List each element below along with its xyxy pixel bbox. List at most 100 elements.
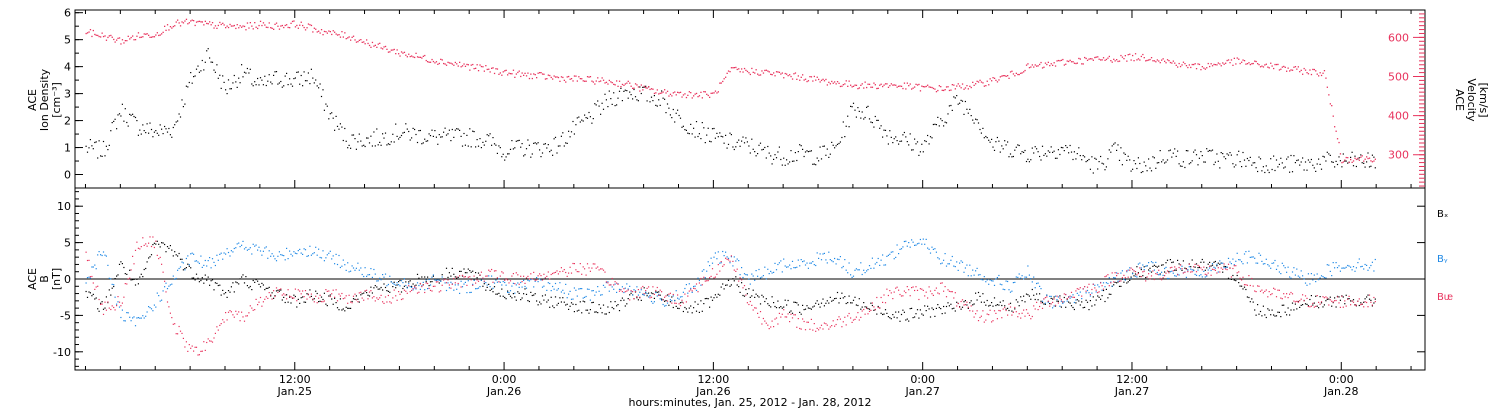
bz-series-point [307, 293, 309, 295]
ion-density-series-point [1011, 156, 1013, 158]
bx-series-point [126, 273, 128, 275]
bz-series-point [239, 320, 241, 322]
ion-density-series-point [254, 81, 256, 83]
velocity-series-point [598, 80, 600, 83]
ion-density-series-point [972, 119, 974, 121]
bz-series-point [774, 318, 776, 320]
bz-series-point [111, 305, 113, 307]
bx-series-point [204, 274, 206, 276]
by-series-point [601, 294, 603, 296]
velocity-series-point [975, 83, 977, 85]
bz-series-point [855, 316, 857, 318]
ion-density-series-point [1001, 145, 1003, 147]
by-series-point [213, 261, 215, 263]
velocity-series-point [502, 71, 504, 73]
ion-density-series-point [89, 139, 91, 141]
bx-series-point [540, 303, 542, 305]
bz-series-point [1072, 296, 1074, 298]
velocity-series-point [386, 48, 388, 50]
by-series-point [931, 246, 933, 248]
bx-series-point [498, 292, 500, 294]
velocity-series-point [1156, 59, 1158, 61]
velocity-series-point [251, 25, 253, 27]
by-series-point [1161, 271, 1163, 273]
bz-series-point [1159, 277, 1161, 279]
by-series-point [584, 296, 586, 298]
by-series-point [703, 269, 705, 271]
velocity-series-point [464, 65, 467, 67]
bx-series-point [706, 297, 708, 300]
bz-series-point [1268, 291, 1270, 293]
by-series-point [634, 290, 637, 292]
velocity-series-point [1338, 141, 1340, 144]
bx-series-point [242, 274, 244, 276]
bz-series-point [514, 283, 516, 285]
velocity-series-point [624, 83, 626, 85]
ion-density-series-point [546, 147, 548, 149]
by-series-point [85, 282, 87, 284]
by-series-point [953, 265, 955, 267]
bx-series-point [906, 318, 908, 320]
bz-series-point [1348, 295, 1350, 297]
ion-density-series-point [1347, 162, 1349, 164]
ion-density-series-point [957, 103, 959, 105]
bx-series-point [704, 298, 706, 300]
bz-series-point [650, 296, 653, 298]
by-series-point [467, 280, 469, 282]
velocity-series-point [307, 23, 310, 25]
bz-series-point [898, 289, 900, 291]
velocity-series-point [207, 23, 209, 25]
bx-series-point [1172, 261, 1174, 263]
velocity-series-point [1041, 67, 1044, 69]
ion-density-series-point [473, 131, 475, 133]
by-series-point [757, 275, 759, 277]
bx-series-point [902, 309, 904, 311]
velocity-series-point [752, 71, 754, 73]
bx-series-point [190, 267, 192, 269]
by-series-point [556, 289, 558, 291]
ion-density-series-point [948, 105, 950, 107]
velocity-series-point [601, 77, 603, 79]
bz-series-point [251, 307, 253, 309]
bx-series-point [405, 281, 407, 283]
bx-series-point [918, 317, 920, 319]
velocity-series-point [320, 29, 323, 31]
by-series-point [229, 255, 231, 257]
velocity-series-point [408, 53, 410, 55]
bz-series-point [720, 261, 722, 263]
velocity-series-point [332, 30, 334, 32]
ion-density-series-point [777, 151, 779, 153]
bz-series-point [751, 304, 753, 306]
bz-series-point [528, 278, 530, 280]
bz-series-point [509, 280, 512, 282]
by-series-point [1219, 260, 1221, 262]
velocity-series-point [855, 84, 858, 86]
velocity-series-point [1044, 62, 1047, 64]
ion-density-series-point [1341, 166, 1343, 168]
bz-series-point [1194, 263, 1196, 265]
velocity-series-point [957, 83, 959, 85]
velocity-series [85, 18, 1376, 164]
velocity-series-point [304, 29, 307, 31]
velocity-series-point [258, 24, 260, 27]
velocity-series-point [139, 36, 141, 39]
velocity-series-point [648, 86, 650, 88]
bx-series-point [1270, 314, 1272, 316]
velocity-series-point [547, 74, 549, 76]
bz-series-point [303, 296, 305, 298]
x-tick-label-date: Jan.28 [1323, 385, 1358, 398]
ion-density-series-point [454, 129, 456, 131]
bz-series-point [742, 287, 744, 289]
by-series-point [991, 280, 993, 282]
bx-series-point [456, 277, 458, 279]
bz-series-point [118, 301, 121, 303]
bz-series-point [695, 283, 698, 285]
velocity-series-point [525, 75, 528, 77]
ion-density-series-point [424, 138, 426, 140]
by-series-point [377, 280, 379, 282]
bx-series-point [899, 320, 901, 322]
bz-series-point [1336, 296, 1339, 298]
ion-density-series-point [1116, 149, 1118, 151]
bx-series-point [666, 294, 669, 296]
velocity-series-point [672, 92, 674, 94]
